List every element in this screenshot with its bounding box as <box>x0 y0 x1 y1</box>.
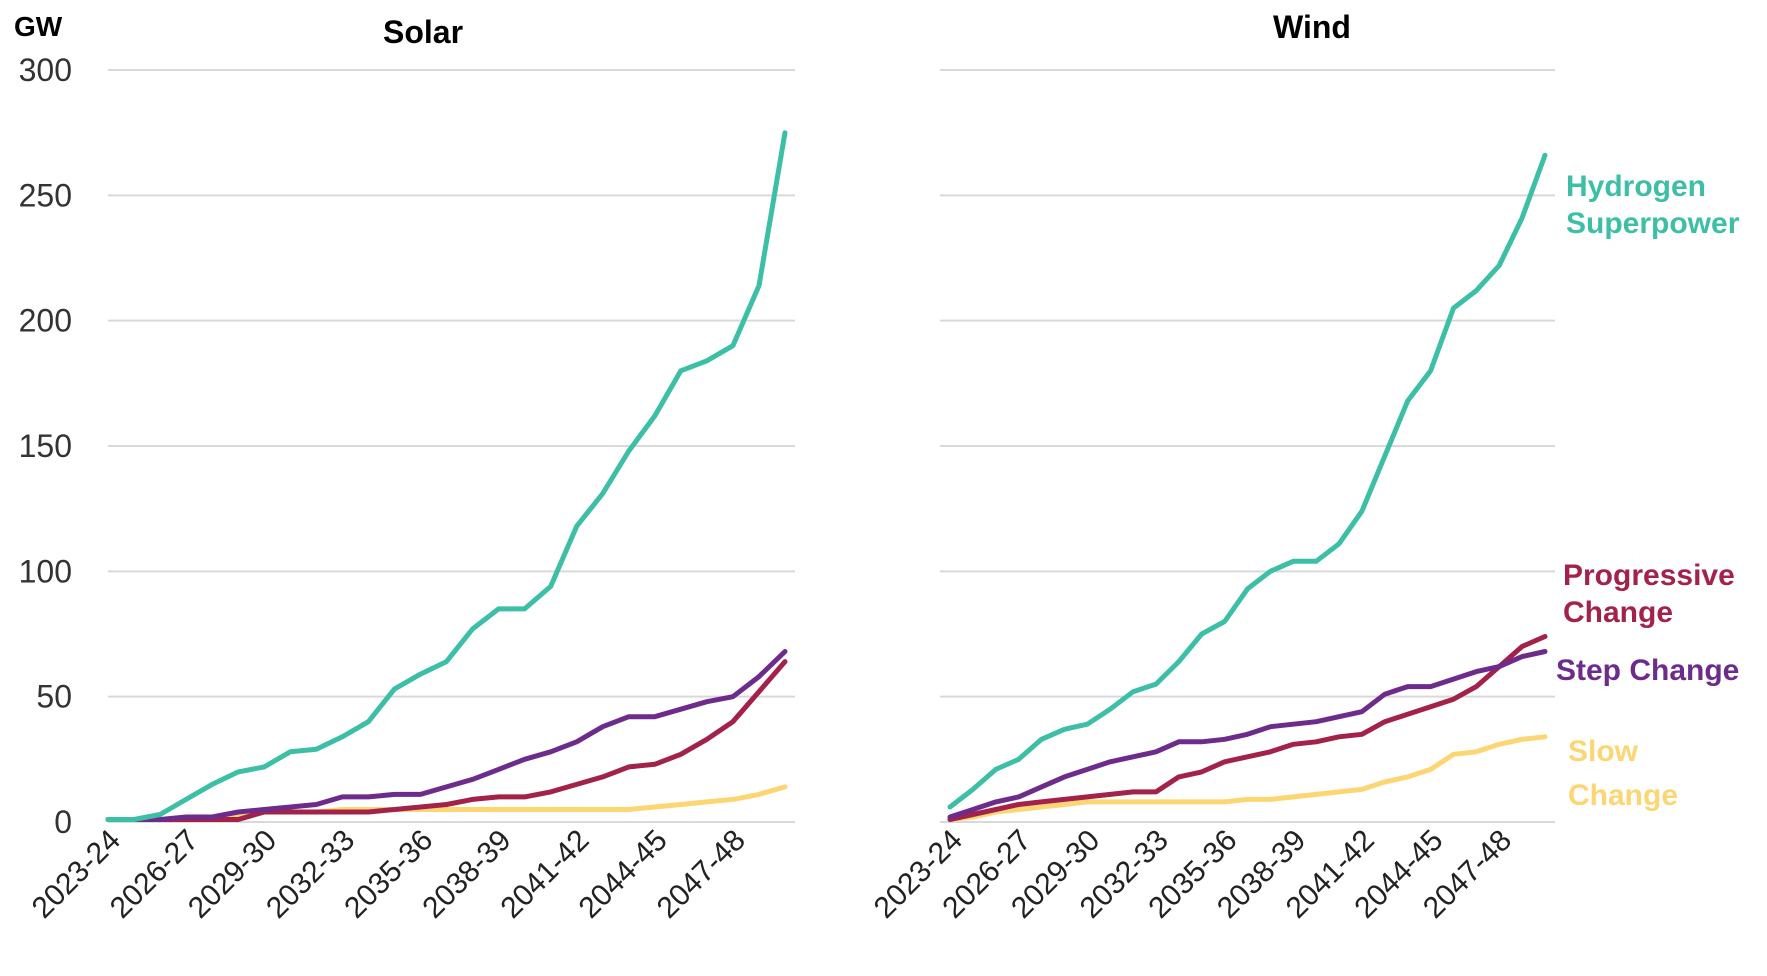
y-tick-label: 300 <box>19 52 72 88</box>
series-line-step <box>105 649 788 822</box>
series-line-hydrogen <box>105 130 788 822</box>
chart-title: Wind <box>1273 9 1351 45</box>
chart-panel-solar: 050100150200250300Solar2023-242026-27202… <box>19 14 795 925</box>
legend-label-progressive: Change <box>1563 596 1673 629</box>
series-line-progressive <box>947 634 1548 822</box>
y-tick-label: 250 <box>19 177 72 213</box>
series-line-hydrogen <box>947 152 1548 810</box>
legend-label-progressive: Progressive <box>1563 559 1735 592</box>
chart-panel-wind: Wind2023-242026-272029-302032-332035-362… <box>868 9 1555 925</box>
series-line-progressive <box>105 659 788 822</box>
legend-label-step: Step Change <box>1556 654 1739 687</box>
y-unit-label: GW <box>14 11 63 42</box>
chart-title: Solar <box>383 14 463 50</box>
y-tick-label: 50 <box>36 679 72 715</box>
legend-label-hydrogen: Superpower <box>1566 207 1740 240</box>
series-line-step <box>947 649 1548 820</box>
legend-label-hydrogen: Hydrogen <box>1566 170 1706 203</box>
legend-label-slow: Change <box>1568 779 1678 812</box>
y-tick-label: 150 <box>19 428 72 464</box>
series-line-slow <box>947 734 1548 822</box>
legend-label-slow: Slow <box>1568 735 1639 768</box>
y-tick-label: 200 <box>19 303 72 339</box>
y-tick-label: 0 <box>54 804 72 840</box>
y-tick-label: 100 <box>19 553 72 589</box>
x-tick-label: 2047-48 <box>651 824 752 925</box>
